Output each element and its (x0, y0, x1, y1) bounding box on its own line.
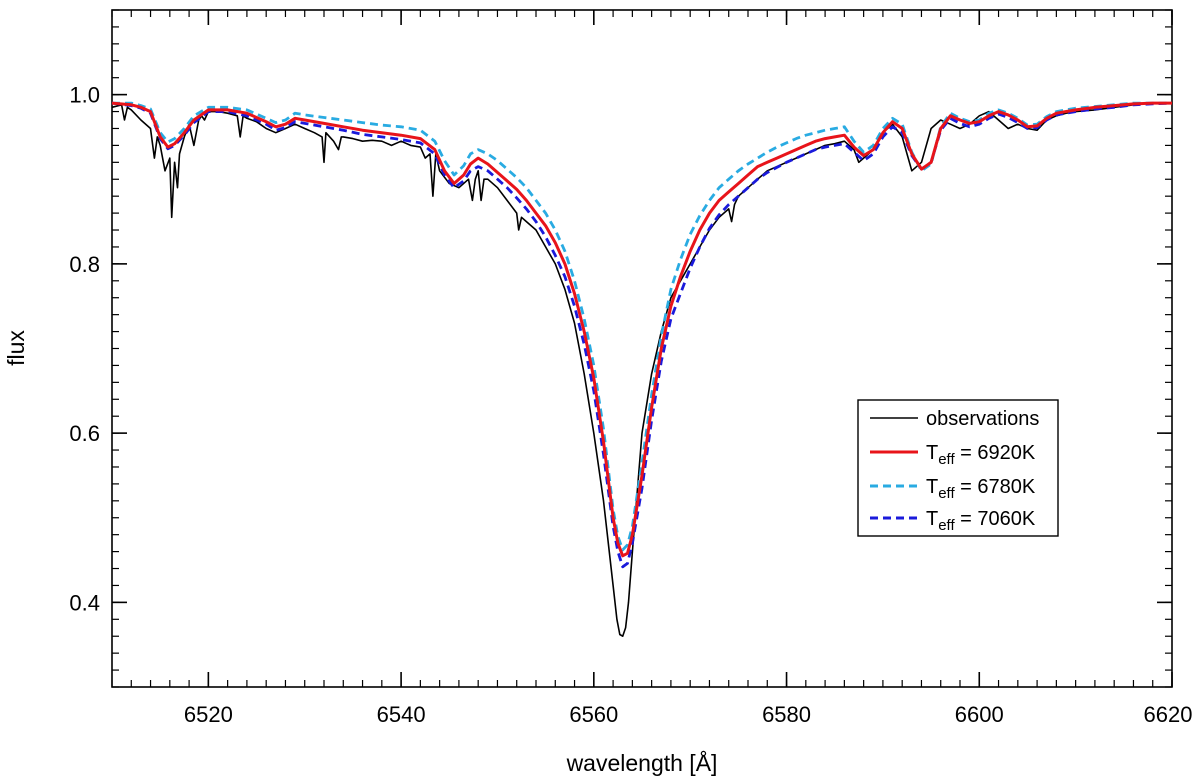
x-axis-label: wavelength [Å] (566, 749, 718, 776)
y-axis-label: flux (3, 330, 29, 366)
x-tick-label: 6620 (1144, 702, 1193, 727)
series-layer (111, 101, 1173, 638)
tick-labels: 6520 6540 6560 6580 6600 6620 0.4 0.6 0.8 1.0 (69, 83, 1192, 727)
series-line-6920k (111, 101, 1172, 558)
x-tick-label: 6600 (955, 702, 1004, 727)
x-tick-label: 6560 (569, 702, 618, 727)
legend-label-7060k-value: = 7060K (955, 508, 1036, 530)
x-tick-label: 6520 (184, 702, 233, 727)
legend-label-observations: observations (926, 408, 1039, 430)
series-line-observations (111, 102, 1172, 638)
series-line-7060k (111, 101, 1173, 569)
legend: observations Teff = 6920K Teff = 6780K T… (857, 399, 1059, 537)
series-line-6780k (112, 101, 1172, 552)
legend-box (857, 399, 1059, 537)
y-tick-label: 0.8 (69, 252, 100, 277)
x-tick-label: 6580 (762, 702, 811, 727)
x-tick-label: 6540 (377, 702, 426, 727)
y-tick-label: 0.6 (69, 421, 100, 446)
y-tick-label: 0.4 (69, 590, 100, 615)
legend-label-6780k-sub: eff (938, 485, 955, 502)
legend-label-6920k-sub: eff (938, 451, 955, 468)
legend-label-6920k-value: = 6920K (955, 442, 1036, 464)
y-tick-label: 1.0 (69, 83, 100, 108)
minor-ticks (111, 9, 1173, 688)
legend-label-7060k-sub: eff (938, 517, 955, 534)
plot-frame (111, 9, 1173, 688)
legend-label-6920k-prefix: T (926, 442, 938, 464)
legend-label-6780k-value: = 6780K (955, 476, 1036, 498)
legend-label-6780k: Teff = 6780K (926, 476, 1036, 502)
legend-label-7060k-prefix: T (926, 508, 938, 530)
legend-label-7060k: Teff = 7060K (926, 508, 1036, 534)
legend-label-6920k: Teff = 6920K (926, 442, 1036, 468)
legend-label-6780k-prefix: T (926, 476, 938, 498)
major-ticks (112, 10, 1173, 687)
